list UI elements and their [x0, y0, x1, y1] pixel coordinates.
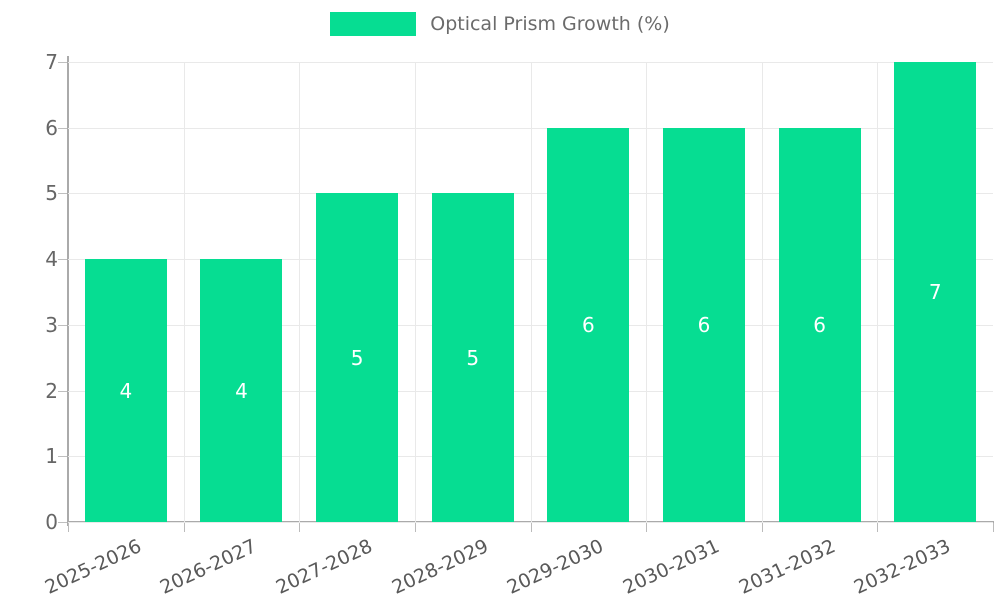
bar[interactable]: 6 [547, 127, 630, 522]
x-axis-tick-mark [415, 523, 416, 532]
bar-value-label: 4 [119, 378, 133, 403]
bar-value-label: 6 [581, 312, 595, 337]
y-axis-tick-label: 2 [45, 378, 58, 403]
y-axis-tick-label: 5 [45, 181, 58, 206]
x-axis-tick-label: 2030-2031 [619, 535, 723, 599]
y-axis-tick-mark [58, 456, 67, 458]
gridline-vertical [531, 62, 532, 522]
x-axis-tick-label: 2026-2027 [157, 535, 261, 599]
x-axis-tick-mark [299, 523, 300, 532]
x-axis-tick-label: 2032-2033 [850, 535, 955, 599]
y-axis-tick-mark [58, 259, 67, 261]
gridline-vertical [415, 62, 416, 522]
gridline-horizontal [68, 193, 993, 195]
bar[interactable]: 4 [84, 259, 167, 522]
x-axis-tick-label: 2027-2028 [272, 535, 376, 599]
gridline-horizontal [68, 522, 993, 523]
bar-value-label: 6 [813, 312, 826, 337]
bar-value-label: 5 [466, 345, 480, 370]
gridline-vertical [299, 62, 300, 522]
x-axis-tick-mark [184, 523, 185, 532]
bar-value-label: 7 [928, 280, 942, 304]
gridline-vertical [877, 62, 878, 522]
x-axis-tick-mark [531, 523, 532, 532]
bar[interactable]: 6 [778, 127, 861, 522]
gridline-horizontal [68, 259, 993, 261]
y-axis-tick-mark [58, 390, 67, 392]
gridline-horizontal [68, 62, 993, 63]
chart-legend: Optical Prism Growth (%) [0, 12, 1000, 36]
y-axis-tick-label: 0 [45, 510, 58, 534]
legend-swatch-icon [330, 12, 417, 36]
bar-value-label: 6 [697, 312, 711, 337]
gridline-horizontal [68, 456, 993, 458]
y-axis-tick-mark [58, 193, 67, 195]
bar-value-label: 5 [350, 345, 364, 370]
x-axis-tick-mark [646, 523, 647, 532]
x-axis-tick-label: 2025-2026 [41, 535, 145, 599]
y-axis-tick-label: 7 [45, 50, 58, 74]
y-axis-tick-label: 1 [45, 444, 58, 469]
bar[interactable]: 4 [200, 259, 283, 522]
bar[interactable]: 7 [894, 62, 977, 522]
x-axis-tick-label: 2031-2032 [735, 535, 839, 599]
y-axis-tick-mark [58, 62, 67, 63]
gridline-horizontal [68, 127, 993, 129]
plot-area: 4 4 5 5 6 6 6 7 [68, 62, 993, 523]
y-axis-tick-label: 4 [45, 247, 58, 272]
y-axis-tick-mark [58, 522, 67, 523]
legend-entry-optical-prism-growth[interactable]: Optical Prism Growth (%) [330, 12, 670, 36]
y-axis-tick-mark [58, 324, 67, 326]
bar[interactable]: 5 [316, 193, 399, 522]
gridline-horizontal [68, 324, 993, 326]
legend-label: Optical Prism Growth (%) [430, 13, 670, 35]
gridline-vertical [762, 62, 763, 522]
gridline-vertical [184, 62, 185, 522]
x-axis-tick-mark [762, 523, 763, 532]
x-axis-tick-mark [68, 523, 69, 532]
y-axis-tick-label: 3 [45, 312, 58, 337]
y-axis-tick-mark [58, 127, 67, 129]
x-axis-tick-label: 2029-2030 [504, 535, 608, 599]
x-axis-tick-label: 2028-2029 [388, 535, 492, 599]
bar-value-label: 4 [235, 378, 248, 403]
y-axis-tick-label: 6 [45, 115, 58, 140]
gridline-horizontal [68, 390, 993, 392]
gridline-vertical [646, 62, 647, 522]
bar[interactable]: 5 [431, 193, 514, 522]
x-axis-tick-mark [993, 523, 994, 532]
bar[interactable]: 6 [662, 127, 745, 522]
x-axis-tick-mark [877, 523, 878, 532]
y-axis-tick-labels: 0 1 2 3 4 5 6 7 [0, 52, 67, 532]
y-axis-line [67, 56, 69, 526]
